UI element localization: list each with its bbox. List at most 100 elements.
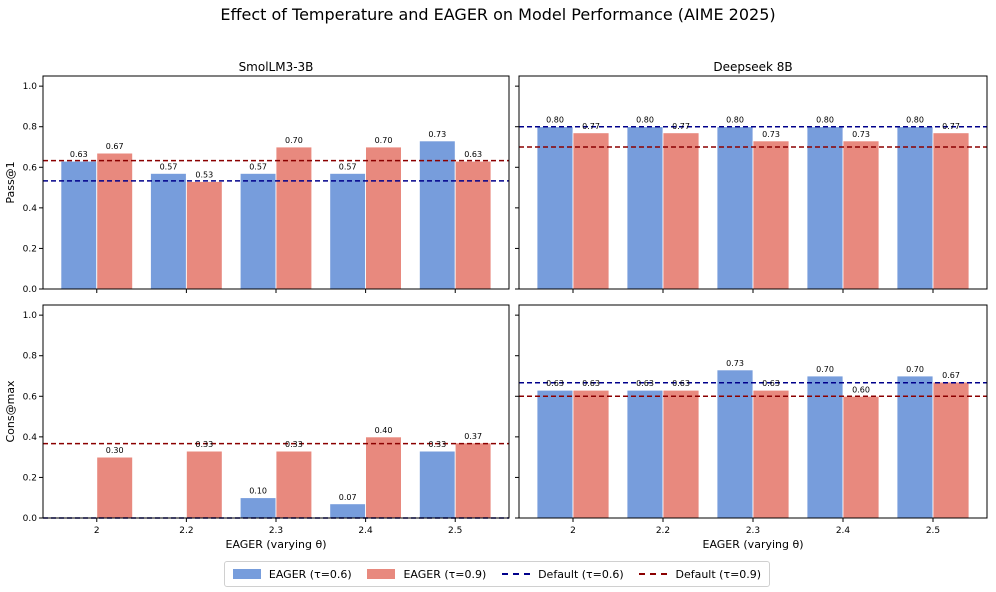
data-label: 0.63 [636, 379, 654, 388]
x-tick-label: 2.5 [448, 526, 462, 536]
bar-eager-09 [365, 436, 402, 519]
data-label: 0.80 [726, 116, 744, 125]
legend-swatch-eager-09 [367, 569, 396, 579]
x-tick-label: 2.4 [836, 526, 851, 536]
y-tick-label: 0.0 [23, 285, 38, 295]
panels: 0.630.57 0.57 0.570.730.670.530.70 0.700.63… [4, 60, 988, 551]
bar-eager-06 [239, 172, 277, 290]
bar-eager-09 [185, 450, 223, 519]
bar-eager-09 [275, 450, 313, 519]
y-axis-label: Pass@1 [4, 161, 17, 203]
bar-eager-06 [329, 172, 366, 290]
x-axis-label: EAGER (varying θ) [226, 538, 327, 551]
data-label: 0.77 [672, 122, 690, 131]
x-axis-label: EAGER (varying θ) [703, 538, 804, 551]
x-tick-label: 2 [94, 526, 100, 536]
bar-eager-09 [662, 132, 700, 290]
bar-eager-09 [454, 442, 492, 519]
x-tick-label: 2.3 [269, 526, 283, 536]
data-label: 0.07 [339, 493, 357, 502]
data-label: 0.33 [285, 440, 303, 449]
x-tick-label: 2.5 [926, 526, 940, 536]
data-label: 0.57 [339, 162, 357, 171]
data-label: 0.63 [582, 379, 600, 388]
y-tick-label: 0.0 [23, 514, 38, 524]
panel-deep-pass: 0.80 0.80 0.80 0.80 0.80 0.77 0.77 0.73 0.73 0.77… [515, 60, 988, 293]
y-tick-label: 1.0 [23, 82, 38, 92]
bar-eager-06 [239, 497, 277, 519]
data-label: 0.60 [852, 385, 870, 394]
bar-eager-06 [60, 160, 98, 290]
panel-title: SmolLM3-3B [239, 60, 314, 74]
bar-eager-09 [662, 389, 700, 519]
bar-eager-06 [418, 140, 456, 290]
data-label: 0.67 [106, 142, 124, 151]
y-tick-label: 1.0 [23, 311, 38, 321]
data-label: 0.77 [582, 122, 600, 131]
data-label: 0.57 [249, 162, 267, 171]
bar-eager-09 [454, 160, 492, 290]
bar-eager-09 [96, 152, 134, 290]
data-label: 0.33 [428, 440, 446, 449]
data-label: 0.33 [195, 440, 213, 449]
data-label: 0.67 [942, 371, 960, 380]
bar-eager-06 [626, 126, 664, 290]
y-tick-label: 0.2 [23, 244, 37, 254]
data-label: 0.40 [375, 426, 393, 435]
legend-label: EAGER (τ=0.9) [403, 567, 487, 581]
data-label: 0.73 [428, 130, 446, 139]
y-tick-label: 0.6 [23, 392, 38, 402]
bar-eager-06 [896, 126, 934, 290]
data-label: 0.70 [285, 136, 303, 145]
bar-eager-06 [806, 126, 844, 290]
legend-swatch-default-06 [502, 573, 531, 575]
legend-swatch-eager-06 [232, 569, 261, 579]
panel-deep-cons: 0.63 0.63 0.73 0.70 0.70 0.63 0.63 0.63 0.60 0.67… [515, 304, 988, 551]
y-tick-label: 0.8 [23, 123, 38, 133]
data-label: 0.63 [762, 379, 780, 388]
legend-item-eager-09: EAGER (τ=0.9) [367, 568, 486, 581]
legend-label: EAGER (τ=0.6) [268, 567, 352, 581]
x-tick-label: 2.2 [656, 526, 670, 536]
bar-eager-06 [716, 369, 754, 519]
panel-smol-pass: 0.63 0.57 0.57 0.57 0.73 0.67 0.53 0.70 0.70 0.63… [4, 60, 510, 295]
data-label: 0.10 [249, 487, 267, 496]
bar-eager-06 [806, 375, 844, 519]
x-tick-label: 2.2 [179, 526, 193, 536]
legend-swatch-default-09 [639, 573, 668, 575]
bar-eager-09 [932, 132, 970, 290]
data-label: 0.70 [375, 136, 393, 145]
data-label: 0.73 [762, 130, 780, 139]
bar-eager-09 [96, 456, 134, 519]
y-axis-label: Cons@max [4, 380, 17, 443]
bar-eager-09 [365, 146, 402, 290]
data-label: 0.70 [906, 365, 924, 374]
data-label: 0.73 [852, 130, 870, 139]
panel-smol-cons: 0.10 0.07 0.33 0.30 0.33 0.33 0.40 0.37 0.0 0.2 0.… [4, 304, 510, 551]
data-label: 0.63 [546, 379, 564, 388]
data-label: 0.77 [942, 122, 960, 131]
x-tick-label: 2.3 [746, 526, 760, 536]
figure: Effect of Temperature and EAGER on Model… [4, 5, 988, 551]
y-tick-label: 0.4 [23, 204, 38, 214]
data-label: 0.80 [546, 116, 564, 125]
bar-eager-09 [932, 381, 970, 519]
bar-eager-06 [418, 450, 456, 519]
bar-eager-09 [752, 389, 790, 519]
legend-item-default-09: Default (τ=0.9) [639, 568, 761, 581]
data-label: 0.63 [70, 150, 88, 159]
bar-eager-09 [842, 395, 880, 519]
bar-eager-06 [536, 126, 574, 290]
legend-label: Default (τ=0.9) [675, 567, 762, 581]
bar-eager-06 [536, 389, 574, 519]
bar-eager-06 [626, 389, 664, 519]
bar-eager-09 [572, 132, 610, 290]
data-label: 0.63 [464, 150, 482, 159]
bar-eager-06 [329, 503, 366, 519]
legend-item-default-06: Default (τ=0.6) [502, 568, 624, 581]
x-tick-label: 2.4 [358, 526, 373, 536]
y-tick-label: 0.8 [23, 352, 38, 362]
legend-label: Default (τ=0.6) [538, 567, 624, 581]
bar-eager-06 [896, 375, 934, 519]
chart-suptitle: Effect of Temperature and EAGER on Model… [220, 5, 775, 24]
